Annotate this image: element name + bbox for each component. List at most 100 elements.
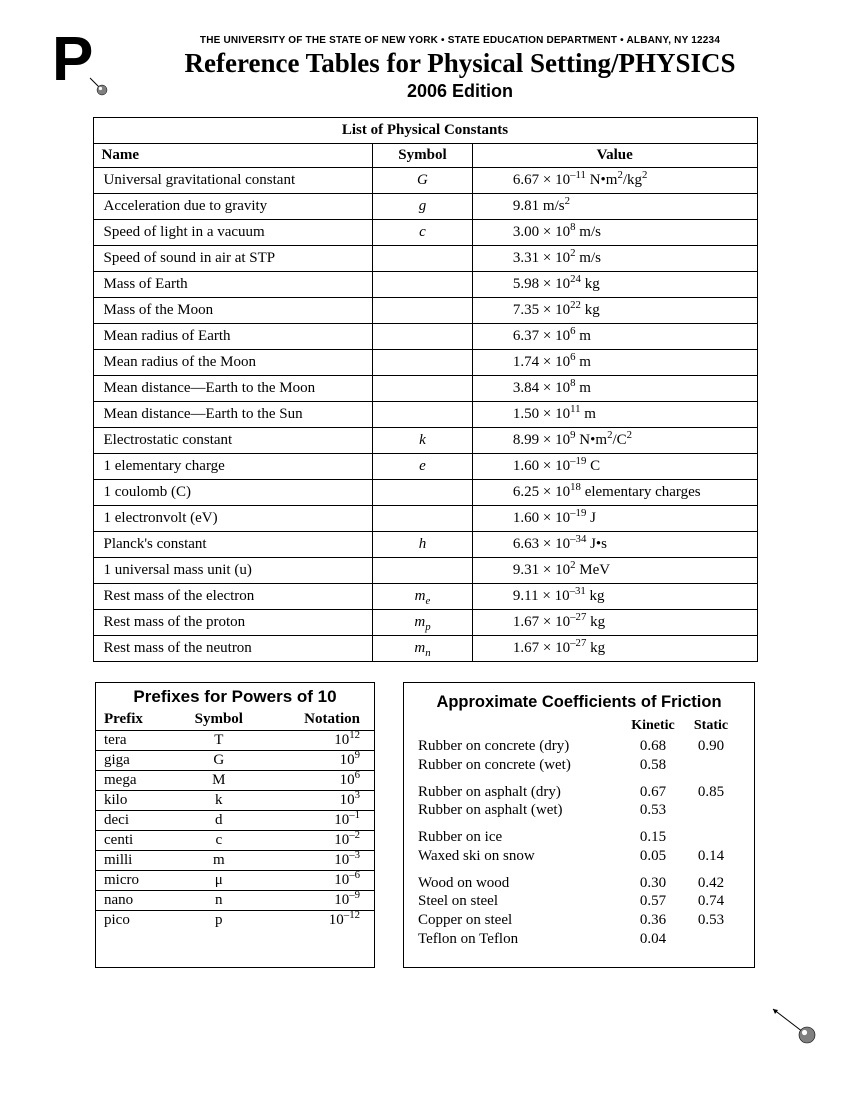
edition-line: 2006 Edition	[120, 81, 800, 102]
prefix-symbol: d	[173, 811, 264, 831]
friction-kinetic: 0.04	[624, 930, 682, 949]
table-row: teraT1012	[96, 731, 374, 751]
prefix-name: pico	[96, 911, 173, 931]
constant-symbol	[373, 350, 473, 376]
prefix-symbol: c	[173, 831, 264, 851]
constant-name: Rest mass of the electron	[93, 584, 373, 610]
friction-static: 0.74	[682, 892, 740, 911]
prefix-symbol: T	[173, 731, 264, 751]
constant-name: Speed of light in a vacuum	[93, 220, 373, 246]
constant-value: 1.60 × 10–19 C	[472, 454, 757, 480]
prefix-name: kilo	[96, 791, 173, 811]
constant-value: 9.31 × 102 MeV	[472, 558, 757, 584]
table-row: Copper on steel0.360.53	[418, 911, 740, 930]
constant-value: 9.11 × 10–31 kg	[472, 584, 757, 610]
table-row: Rubber on concrete (dry)0.680.90	[418, 737, 740, 756]
table-row: 1 electronvolt (eV)1.60 × 10–19 J	[93, 506, 757, 532]
constant-name: Mass of Earth	[93, 272, 373, 298]
constant-name: 1 universal mass unit (u)	[93, 558, 373, 584]
constant-value: 1.74 × 106 m	[472, 350, 757, 376]
friction-material: Waxed ski on snow	[418, 847, 624, 866]
constant-symbol: G	[373, 168, 473, 194]
table-row: microμ10–6	[96, 871, 374, 891]
table-row: picop10–12	[96, 911, 374, 931]
prefix-notation: 109	[264, 751, 374, 771]
constant-name: Mean radius of the Moon	[93, 350, 373, 376]
constant-value: 1.67 × 10–27 kg	[472, 610, 757, 636]
constant-name: Mean radius of Earth	[93, 324, 373, 350]
friction-header-row: Kinetic Static	[418, 718, 740, 734]
prefix-name: mega	[96, 771, 173, 791]
friction-group: Rubber on ice0.15Waxed ski on snow0.050.…	[418, 828, 740, 866]
constant-value: 9.81 m/s2	[472, 194, 757, 220]
constant-value: 3.31 × 102 m/s	[472, 246, 757, 272]
constant-name: Speed of sound in air at STP	[93, 246, 373, 272]
constant-value: 3.84 × 108 m	[472, 376, 757, 402]
table-row: Planck's constanth6.63 × 10–34 J•s	[93, 532, 757, 558]
prefix-name: centi	[96, 831, 173, 851]
page-title: Reference Tables for Physical Setting/PH…	[120, 48, 800, 79]
table-row: 1 universal mass unit (u) 9.31 × 102 MeV	[93, 558, 757, 584]
constant-symbol: h	[373, 532, 473, 558]
constant-value: 7.35 × 1022 kg	[472, 298, 757, 324]
friction-material: Rubber on asphalt (dry)	[418, 783, 624, 802]
table-row: kilok103	[96, 791, 374, 811]
constant-symbol: c	[373, 220, 473, 246]
constant-value: 1.67 × 10–27 kg	[472, 636, 757, 662]
constant-name: Rest mass of the neutron	[93, 636, 373, 662]
constant-symbol	[373, 376, 473, 402]
friction-static	[682, 801, 740, 820]
constants-title: List of Physical Constants	[93, 118, 757, 144]
constants-table: List of Physical Constants Name Symbol V…	[93, 117, 758, 662]
prefix-name: nano	[96, 891, 173, 911]
constants-header-row: Name Symbol Value	[93, 144, 757, 168]
table-row: Mean distance—Earth to the Sun1.50 × 101…	[93, 402, 757, 428]
table-row: Mean distance—Earth to the Moon 3.84 × 10…	[93, 376, 757, 402]
friction-material: Rubber on concrete (wet)	[418, 756, 624, 775]
friction-kinetic: 0.57	[624, 892, 682, 911]
table-row: Mass of Earth 5.98 × 1024 kg	[93, 272, 757, 298]
department-line: THE UNIVERSITY OF THE STATE OF NEW YORK …	[120, 35, 800, 46]
friction-material: Wood on wood	[418, 874, 624, 893]
prefix-notation: 10–3	[264, 851, 374, 871]
prefix-notation: 10–9	[264, 891, 374, 911]
friction-kinetic: 0.58	[624, 756, 682, 775]
col-header-static: Static	[682, 718, 740, 734]
constant-name: Mean distance—Earth to the Moon	[93, 376, 373, 402]
constant-value: 5.98 × 1024 kg	[472, 272, 757, 298]
prefix-notation: 10–12	[264, 911, 374, 931]
constant-name: Electrostatic constant	[93, 428, 373, 454]
prefixes-title: Prefixes for Powers of 10	[96, 683, 374, 709]
constant-name: Mean distance—Earth to the Sun	[93, 402, 373, 428]
constant-value: 6.63 × 10–34 J•s	[472, 532, 757, 558]
prefix-notation: 103	[264, 791, 374, 811]
ball-trajectory-icon	[767, 1007, 822, 1052]
constant-value: 6.67 × 10–11 N•m2/kg2	[472, 168, 757, 194]
friction-kinetic: 0.67	[624, 783, 682, 802]
table-row: millim10–3	[96, 851, 374, 871]
prefix-symbol: p	[173, 911, 264, 931]
prefix-notation: 10–6	[264, 871, 374, 891]
friction-material: Teflon on Teflon	[418, 930, 624, 949]
table-row: Rubber on asphalt (dry)0.670.85	[418, 783, 740, 802]
prefix-symbol: k	[173, 791, 264, 811]
constant-symbol	[373, 480, 473, 506]
friction-static	[682, 756, 740, 775]
table-row: gigaG109	[96, 751, 374, 771]
col-header-value: Value	[472, 144, 757, 168]
table-row: Universal gravitational constantG6.67 × …	[93, 168, 757, 194]
friction-kinetic: 0.53	[624, 801, 682, 820]
prefix-name: milli	[96, 851, 173, 871]
prefix-name: tera	[96, 731, 173, 751]
friction-material: Rubber on concrete (dry)	[418, 737, 624, 756]
prefixes-header-row: Prefix Symbol Notation	[96, 709, 374, 731]
constant-symbol	[373, 272, 473, 298]
table-row: Mass of the Moon7.35 × 1022 kg	[93, 298, 757, 324]
table-row: nanon10–9	[96, 891, 374, 911]
table-row: Rest mass of the electronme9.11 × 10–31 …	[93, 584, 757, 610]
table-row: Speed of light in a vacuumc3.00 × 108 m/…	[93, 220, 757, 246]
prefix-notation: 10–1	[264, 811, 374, 831]
friction-group: Rubber on asphalt (dry)0.670.85Rubber on…	[418, 783, 740, 821]
col-header-blank	[418, 718, 624, 734]
friction-table: Approximate Coefficients of Friction Kin…	[403, 682, 755, 968]
